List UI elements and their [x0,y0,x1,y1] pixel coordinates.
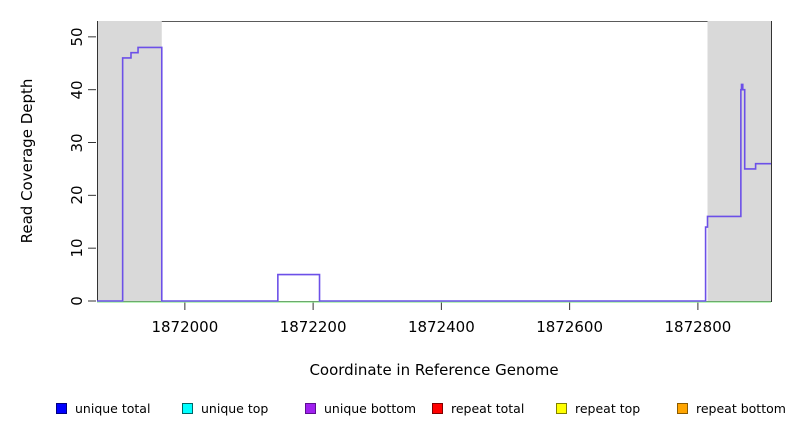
legend-swatch-icon [556,402,567,414]
legend-label: repeat bottom [696,400,786,416]
legend-item-repeat-total: repeat total [432,399,524,417]
y-tick-label: 40 [68,80,86,100]
legend-swatch-icon [677,402,688,414]
y-tick-label: 30 [68,132,86,153]
x-tick-label: 1872400 [407,318,475,336]
legend-swatch-icon [305,402,316,414]
legend-item-repeat-bottom: repeat bottom [677,399,786,417]
y-tick-label: 20 [68,185,86,205]
legend-label: repeat top [575,400,641,416]
legend-item-unique-top: unique top [182,399,268,417]
shaded-region [97,21,162,301]
shaded-region [707,21,771,301]
legend-label: unique bottom [324,400,417,416]
legend-label: repeat total [451,400,525,416]
legend-item-unique-bottom: unique bottom [305,399,416,417]
x-tick-label: 1872600 [536,318,604,336]
x-tick-label: 1872000 [151,318,219,336]
legend-swatch-icon [432,402,443,414]
y-tick-label: 0 [68,296,86,306]
legend-swatch-icon [56,402,67,414]
y-tick-label: 10 [68,238,86,258]
coverage-step-line [97,46,771,302]
x-axis-title: Coordinate in Reference Genome [309,361,559,379]
legend-label: unique top [201,400,269,416]
plot-canvas [88,21,772,310]
legend-label: unique total [75,400,151,416]
legend-item-repeat-top: repeat top [556,399,640,417]
y-axis-title: Read Coverage Depth [18,78,36,244]
x-tick-label: 1872200 [279,318,347,336]
legend-item-unique-total: unique total [56,399,150,417]
y-tick-label: 50 [68,27,86,47]
legend-swatch-icon [182,402,193,414]
x-tick-label: 1872800 [664,318,732,336]
